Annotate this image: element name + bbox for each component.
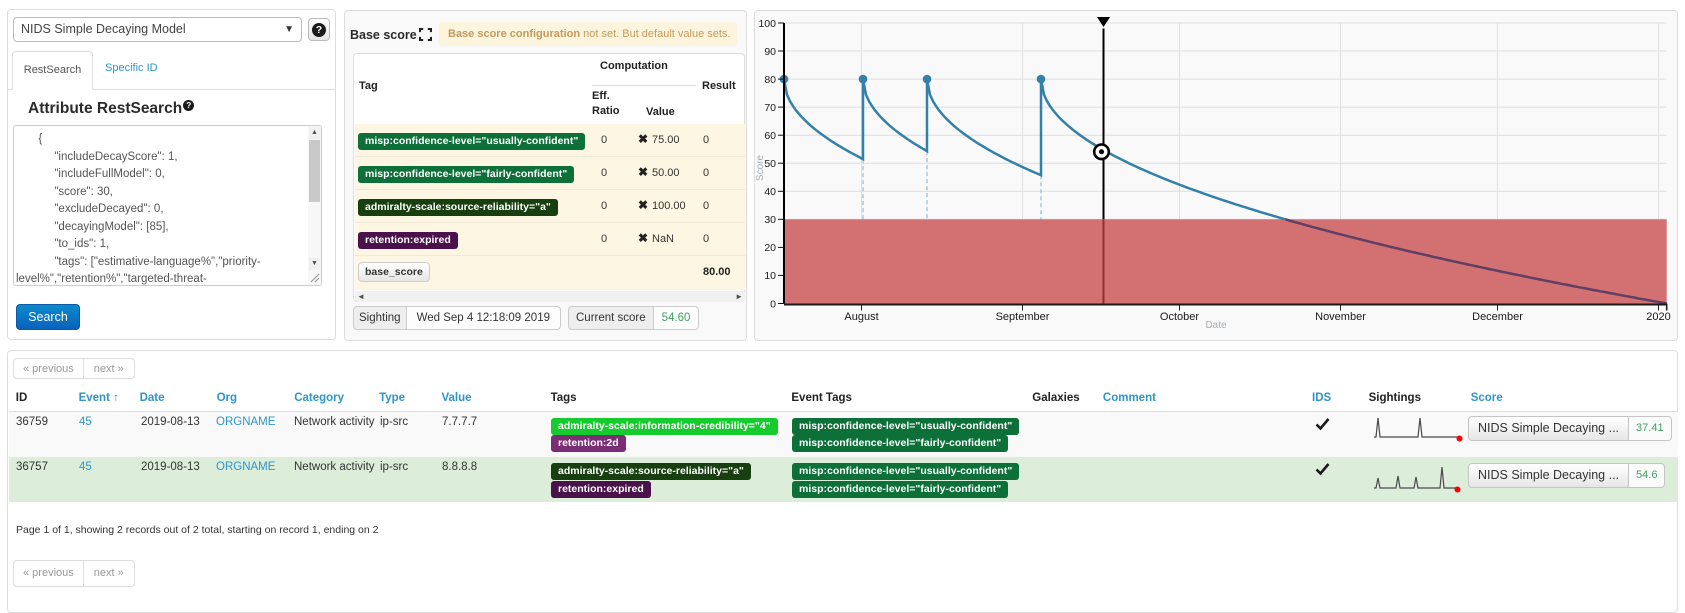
- svg-text:20: 20: [764, 242, 776, 254]
- svg-text:August: August: [844, 311, 878, 323]
- svg-text:December: December: [1472, 311, 1523, 323]
- svg-text:September: September: [996, 311, 1050, 323]
- svg-text:50: 50: [764, 158, 776, 170]
- svg-text:Score: Score: [755, 155, 766, 182]
- svg-text:80: 80: [764, 74, 776, 86]
- svg-text:30: 30: [764, 214, 776, 226]
- svg-text:70: 70: [764, 102, 776, 114]
- svg-text:90: 90: [764, 46, 776, 58]
- svg-text:100: 100: [758, 18, 776, 30]
- svg-text:60: 60: [764, 130, 776, 142]
- svg-text:November: November: [1315, 311, 1366, 323]
- svg-text:40: 40: [764, 186, 776, 198]
- svg-text:2020: 2020: [1646, 311, 1670, 323]
- svg-text:Date: Date: [1205, 320, 1227, 331]
- svg-text:0: 0: [770, 298, 776, 310]
- svg-text:10: 10: [764, 270, 776, 282]
- svg-text:October: October: [1160, 311, 1199, 323]
